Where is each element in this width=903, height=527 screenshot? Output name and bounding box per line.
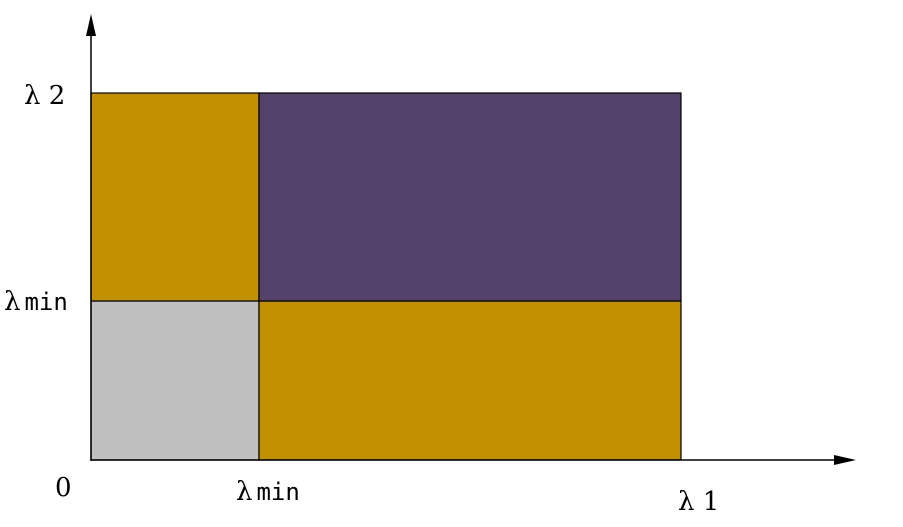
region-low-low [90, 300, 260, 461]
y-mid-label: λ min [4, 287, 68, 317]
x-end-label: λ 1 [678, 487, 719, 517]
y-mid-subscript: min [24, 288, 67, 316]
y-axis-arrow-icon [86, 14, 96, 36]
region-high-high [258, 92, 682, 302]
origin-label: 0 [55, 473, 72, 503]
x-mid-subscript: min [256, 478, 299, 506]
y-mid-symbol: λ [4, 287, 20, 317]
region-high-low [258, 300, 682, 461]
x-mid-symbol: λ [236, 477, 252, 507]
x-axis-arrow-icon [834, 455, 856, 465]
region-low-high [90, 92, 260, 302]
x-mid-label: λ min [236, 477, 300, 507]
y-top-label: λ 2 [24, 81, 65, 111]
